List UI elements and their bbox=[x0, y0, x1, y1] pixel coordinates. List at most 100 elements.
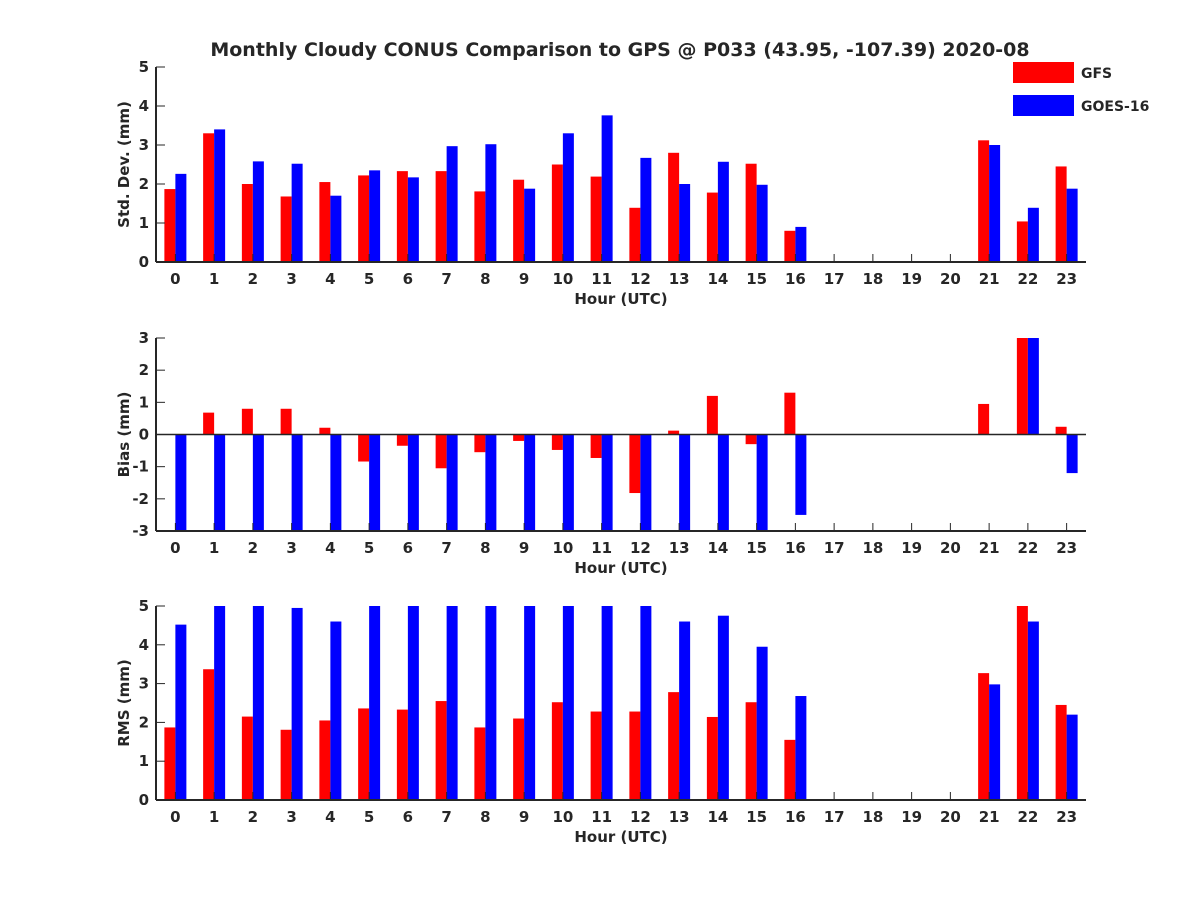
bar-goes-16-hour-8 bbox=[485, 606, 497, 800]
bar-gfs-hour-13 bbox=[668, 692, 680, 800]
bar-goes-16-hour-0 bbox=[175, 173, 187, 262]
bar-gfs-hour-3 bbox=[280, 408, 292, 435]
x-tick-label: 0 bbox=[170, 270, 180, 288]
x-tick-label: 21 bbox=[979, 539, 1000, 557]
bar-goes-16-hour-4 bbox=[330, 434, 342, 531]
bar-gfs-hour-15 bbox=[745, 163, 757, 262]
bar-gfs-hour-12 bbox=[629, 207, 641, 262]
bar-goes-16-hour-10 bbox=[562, 606, 574, 800]
bar-goes-16-hour-4 bbox=[330, 621, 342, 800]
bar-gfs-hour-8 bbox=[474, 727, 486, 800]
bar-goes-16-hour-21 bbox=[989, 145, 1001, 262]
bar-goes-16-hour-14 bbox=[717, 161, 729, 262]
x-tick-label: 20 bbox=[940, 270, 961, 288]
x-tick-label: 17 bbox=[824, 539, 845, 557]
bar-gfs-hour-6 bbox=[396, 709, 408, 800]
bar-goes-16-hour-12 bbox=[640, 434, 652, 531]
x-tick-label: 13 bbox=[669, 539, 690, 557]
x-tick-label: 7 bbox=[441, 270, 451, 288]
x-tick-label: 4 bbox=[325, 539, 335, 557]
bar-gfs-hour-12 bbox=[629, 434, 641, 494]
bar-gfs-hour-22 bbox=[1016, 338, 1028, 435]
y-tick-label: -2 bbox=[132, 490, 149, 508]
bar-goes-16-hour-1 bbox=[214, 606, 226, 800]
bar-gfs-hour-4 bbox=[319, 720, 331, 800]
bar-goes-16-hour-2 bbox=[252, 606, 264, 800]
y-tick-label: 2 bbox=[139, 713, 149, 731]
x-tick-label: 12 bbox=[630, 539, 651, 557]
x-tick-label: 22 bbox=[1017, 539, 1038, 557]
bar-goes-16-hour-22 bbox=[1027, 338, 1039, 435]
bar-gfs-hour-6 bbox=[396, 434, 408, 446]
bar-goes-16-hour-15 bbox=[756, 434, 768, 531]
bar-gfs-hour-9 bbox=[513, 718, 525, 800]
x-tick-label: 16 bbox=[785, 270, 806, 288]
y-tick-label: 5 bbox=[139, 58, 149, 76]
bar-gfs-hour-13 bbox=[668, 430, 680, 435]
bar-gfs-hour-9 bbox=[513, 434, 525, 441]
x-tick-label: 0 bbox=[170, 808, 180, 826]
x-tick-label: 2 bbox=[248, 539, 258, 557]
x-tick-label: 19 bbox=[901, 270, 922, 288]
bar-goes-16-hour-4 bbox=[330, 195, 342, 262]
x-tick-label: 6 bbox=[403, 270, 413, 288]
bar-goes-16-hour-11 bbox=[601, 115, 613, 262]
bar-gfs-hour-0 bbox=[164, 189, 176, 262]
x-tick-label: 11 bbox=[591, 270, 612, 288]
x-tick-label: 21 bbox=[979, 270, 1000, 288]
x-tick-label: 5 bbox=[364, 270, 374, 288]
bar-goes-16-hour-22 bbox=[1027, 207, 1039, 262]
bar-goes-16-hour-21 bbox=[989, 684, 1001, 800]
legend: GFS GOES-16 bbox=[1013, 62, 1149, 116]
bar-goes-16-hour-11 bbox=[601, 606, 613, 800]
bar-gfs-hour-23 bbox=[1055, 166, 1067, 262]
x-tick-label: 5 bbox=[364, 808, 374, 826]
bar-gfs-hour-2 bbox=[241, 184, 253, 262]
x-axis-label: Hour (UTC) bbox=[574, 290, 667, 308]
x-tick-label: 18 bbox=[862, 539, 883, 557]
bar-gfs-hour-5 bbox=[358, 708, 370, 800]
x-tick-label: 15 bbox=[746, 539, 767, 557]
x-tick-label: 18 bbox=[862, 270, 883, 288]
bar-goes-16-hour-15 bbox=[756, 646, 768, 800]
bar-gfs-hour-15 bbox=[745, 434, 757, 445]
bar-gfs-hour-21 bbox=[978, 673, 990, 800]
bar-goes-16-hour-12 bbox=[640, 606, 652, 800]
bar-gfs-hour-4 bbox=[319, 182, 331, 262]
bar-goes-16-hour-9 bbox=[524, 606, 536, 800]
x-tick-label: 13 bbox=[669, 270, 690, 288]
bar-gfs-hour-10 bbox=[551, 702, 563, 800]
bar-goes-16-hour-14 bbox=[717, 615, 729, 800]
y-tick-label: 3 bbox=[139, 329, 149, 347]
legend-label-gfs: GFS bbox=[1081, 66, 1112, 82]
x-axis-label: Hour (UTC) bbox=[574, 828, 667, 846]
x-tick-label: 5 bbox=[364, 539, 374, 557]
bar-gfs-hour-16 bbox=[784, 230, 796, 262]
y-tick-label: 3 bbox=[139, 675, 149, 693]
x-tick-label: 17 bbox=[824, 808, 845, 826]
x-tick-label: 12 bbox=[630, 808, 651, 826]
bar-gfs-hour-10 bbox=[551, 434, 563, 450]
bar-gfs-hour-7 bbox=[435, 171, 447, 262]
bar-gfs-hour-21 bbox=[978, 140, 990, 262]
x-tick-label: 3 bbox=[286, 808, 296, 826]
bar-gfs-hour-12 bbox=[629, 711, 641, 800]
bar-goes-16-hour-3 bbox=[291, 163, 303, 262]
y-tick-label: 1 bbox=[139, 393, 149, 411]
y-tick-label: 4 bbox=[139, 636, 149, 654]
bar-gfs-hour-23 bbox=[1055, 704, 1067, 800]
x-tick-label: 16 bbox=[785, 539, 806, 557]
x-tick-label: 14 bbox=[707, 539, 728, 557]
x-tick-label: 17 bbox=[824, 270, 845, 288]
bar-goes-16-hour-16 bbox=[795, 434, 807, 515]
bar-goes-16-hour-13 bbox=[679, 621, 691, 800]
bar-gfs-hour-0 bbox=[164, 727, 176, 800]
x-tick-label: 20 bbox=[940, 539, 961, 557]
x-tick-label: 6 bbox=[403, 539, 413, 557]
bar-goes-16-hour-0 bbox=[175, 434, 187, 531]
bar-goes-16-hour-14 bbox=[717, 434, 729, 531]
bar-goes-16-hour-0 bbox=[175, 624, 187, 800]
